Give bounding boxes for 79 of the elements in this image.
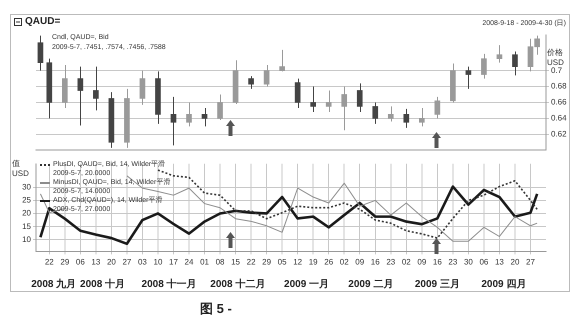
candlestick bbox=[466, 66, 472, 90]
x2-tick-label: 2008 九月 bbox=[31, 278, 76, 290]
x-tick-label: 20 bbox=[106, 257, 116, 266]
x2-tick-label: 2009 四月 bbox=[481, 278, 526, 290]
candlestick bbox=[372, 102, 378, 124]
x-tick-label: 29 bbox=[60, 257, 70, 266]
candlestick bbox=[279, 49, 285, 72]
candlestick bbox=[170, 96, 176, 146]
x-tick-label: 23 bbox=[386, 257, 396, 266]
x2-tick-label: 2008 十二月 bbox=[210, 278, 266, 290]
x-tick-label: 22 bbox=[44, 257, 54, 266]
candlestick bbox=[294, 78, 300, 109]
y-axis-title: 值 USD bbox=[12, 159, 30, 179]
x-tick-label: 12 bbox=[293, 257, 303, 266]
candlestick bbox=[356, 82, 363, 112]
candlestick bbox=[434, 96, 440, 119]
candlestick bbox=[481, 53, 487, 80]
candlestick bbox=[140, 70, 146, 106]
chart-title: QAUD= bbox=[25, 16, 60, 27]
y-tick-label: 20 bbox=[22, 208, 32, 218]
y-tick-label: 30 bbox=[22, 182, 32, 192]
x-tick-label: 26 bbox=[324, 257, 334, 266]
y-axis-title: 价格 USD bbox=[547, 48, 565, 67]
x-tick-label: 09 bbox=[355, 257, 365, 266]
x-tick-label: 05 bbox=[278, 257, 288, 266]
x-tick-label: 17 bbox=[169, 257, 178, 266]
candlestick bbox=[264, 64, 270, 88]
x-tick-label: 03 bbox=[138, 257, 148, 266]
x-tick-label: 08 bbox=[216, 257, 226, 266]
x-tick-label: 16 bbox=[370, 257, 380, 266]
x-tick-label: 06 bbox=[479, 257, 489, 266]
x-tick-label: 15 bbox=[231, 257, 241, 266]
x-tick-label: 29 bbox=[262, 257, 272, 266]
candlestick bbox=[186, 102, 192, 127]
candlestick bbox=[388, 106, 394, 122]
x-tick-label: 01 bbox=[200, 257, 210, 266]
candlestick bbox=[310, 86, 316, 112]
y-tick-label: 25 bbox=[22, 196, 32, 205]
x-tick-label: 23 bbox=[448, 257, 458, 266]
candlestick bbox=[78, 66, 84, 126]
y-tick-label: 15 bbox=[22, 222, 32, 231]
x2-tick-label: 2009 一月 bbox=[284, 278, 330, 290]
x-tick-label: 13 bbox=[91, 257, 101, 266]
x2-tick-label: 2008 十月 bbox=[80, 278, 126, 290]
x-tick-label: 09 bbox=[417, 257, 427, 266]
y-tick-label: 0.68 bbox=[551, 82, 568, 91]
x-tick-label: 30 bbox=[464, 257, 474, 266]
x-tick-label: 06 bbox=[76, 257, 86, 266]
y-tick-label: 0.62 bbox=[551, 129, 568, 138]
x-tick-label: 02 bbox=[340, 257, 350, 266]
candlestick bbox=[93, 66, 99, 111]
x-tick-label: 22 bbox=[246, 257, 256, 266]
candlestick bbox=[248, 76, 254, 90]
x2-tick-label: 2009 三月 bbox=[414, 278, 460, 290]
x-tick-label: 10 bbox=[154, 257, 163, 266]
candlestick bbox=[38, 35, 44, 72]
candlestick bbox=[326, 90, 332, 112]
caption: 图 5 - bbox=[200, 301, 232, 316]
x2-tick-label: 2008 十一月 bbox=[142, 278, 197, 290]
x-tick-label: 16 bbox=[432, 257, 442, 266]
x-tick-label: 27 bbox=[526, 257, 536, 266]
candlestick bbox=[403, 108, 410, 128]
x-tick-label: 02 bbox=[402, 257, 412, 266]
x-tick-label: 27 bbox=[122, 257, 132, 266]
y-tick-label: 0.64 bbox=[551, 114, 568, 123]
candlestick bbox=[202, 108, 208, 127]
y-tick-label: 10 bbox=[22, 234, 32, 244]
y-tick-label: 0.66 bbox=[551, 98, 568, 107]
x-tick-label: 24 bbox=[184, 257, 194, 266]
candlestick bbox=[341, 86, 348, 131]
x-tick-label: 19 bbox=[308, 257, 318, 266]
candlestick bbox=[217, 94, 223, 120]
x-tick-label: 13 bbox=[494, 257, 504, 266]
x2-tick-label: 2009 二月 bbox=[348, 278, 394, 290]
candlestick bbox=[418, 108, 425, 127]
y-tick-label: 0.7 bbox=[551, 66, 563, 75]
candlestick bbox=[512, 51, 518, 76]
x-tick-label: 20 bbox=[510, 257, 520, 266]
candlestick bbox=[496, 44, 502, 64]
